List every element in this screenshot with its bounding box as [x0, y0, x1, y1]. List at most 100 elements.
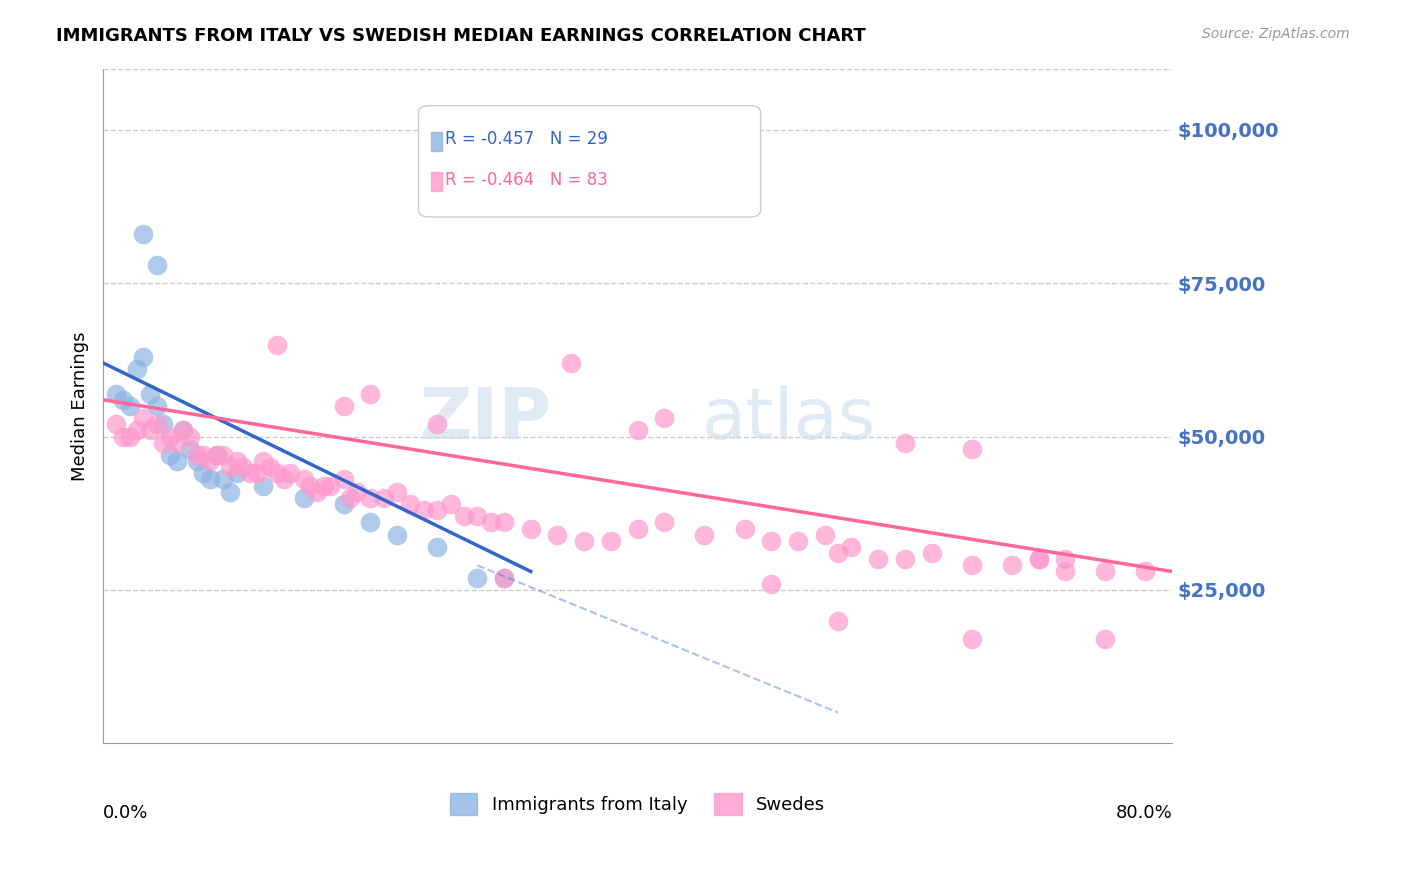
- Text: atlas: atlas: [702, 384, 876, 454]
- Point: [118, 429, 141, 443]
- Point: [166, 454, 188, 468]
- Point: [179, 429, 201, 443]
- Point: [205, 448, 228, 462]
- Point: [112, 429, 135, 443]
- Point: [346, 484, 368, 499]
- Point: [519, 522, 541, 536]
- Point: [465, 509, 488, 524]
- FancyBboxPatch shape: [419, 105, 761, 217]
- Point: [246, 467, 269, 481]
- Point: [359, 491, 381, 505]
- Point: [278, 467, 301, 481]
- Bar: [432, 172, 441, 191]
- Point: [205, 448, 228, 462]
- Point: [132, 411, 155, 425]
- Point: [868, 552, 890, 566]
- Point: [172, 424, 194, 438]
- Point: [198, 454, 221, 468]
- Point: [225, 454, 247, 468]
- Point: [292, 473, 315, 487]
- Point: [266, 337, 288, 351]
- Point: [373, 491, 395, 505]
- Point: [492, 516, 515, 530]
- Point: [761, 576, 783, 591]
- Point: [186, 454, 208, 468]
- Point: [894, 552, 917, 566]
- Point: [112, 392, 135, 407]
- Point: [1135, 565, 1157, 579]
- Point: [827, 614, 849, 628]
- Point: [560, 356, 582, 370]
- Point: [627, 424, 650, 438]
- Point: [159, 448, 181, 462]
- Point: [492, 571, 515, 585]
- Text: 80.0%: 80.0%: [1115, 804, 1173, 822]
- Point: [105, 417, 128, 432]
- Point: [232, 460, 254, 475]
- Point: [960, 632, 983, 646]
- Text: ZIP: ZIP: [420, 384, 553, 454]
- Point: [359, 516, 381, 530]
- Point: [693, 527, 716, 541]
- Point: [492, 571, 515, 585]
- Point: [139, 386, 162, 401]
- Point: [465, 571, 488, 585]
- Point: [118, 399, 141, 413]
- Point: [761, 533, 783, 548]
- Bar: [432, 132, 441, 151]
- Point: [125, 424, 148, 438]
- Point: [479, 516, 502, 530]
- Point: [145, 258, 167, 272]
- Point: [259, 460, 281, 475]
- Point: [152, 417, 174, 432]
- Point: [921, 546, 943, 560]
- Point: [453, 509, 475, 524]
- Point: [734, 522, 756, 536]
- Point: [426, 540, 449, 554]
- Y-axis label: Median Earnings: Median Earnings: [72, 331, 89, 481]
- Text: R = -0.464   N = 83: R = -0.464 N = 83: [446, 171, 607, 189]
- Point: [312, 478, 335, 492]
- Point: [212, 473, 235, 487]
- Point: [179, 442, 201, 456]
- Point: [339, 491, 361, 505]
- Point: [600, 533, 623, 548]
- Point: [1001, 558, 1024, 573]
- Point: [139, 424, 162, 438]
- Point: [546, 527, 568, 541]
- Point: [1028, 552, 1050, 566]
- Text: 0.0%: 0.0%: [103, 804, 149, 822]
- Point: [1028, 552, 1050, 566]
- Point: [132, 350, 155, 364]
- Point: [572, 533, 595, 548]
- Point: [166, 435, 188, 450]
- Point: [627, 522, 650, 536]
- Point: [960, 558, 983, 573]
- Point: [132, 227, 155, 241]
- Point: [193, 467, 215, 481]
- Point: [1094, 565, 1116, 579]
- Point: [219, 460, 242, 475]
- Point: [426, 417, 449, 432]
- Point: [412, 503, 434, 517]
- Point: [219, 484, 242, 499]
- Point: [252, 454, 274, 468]
- Point: [439, 497, 461, 511]
- Point: [239, 467, 262, 481]
- Point: [212, 448, 235, 462]
- Point: [1054, 565, 1077, 579]
- Point: [319, 478, 342, 492]
- Point: [266, 467, 288, 481]
- Text: R = -0.457   N = 29: R = -0.457 N = 29: [446, 130, 607, 148]
- Point: [1094, 632, 1116, 646]
- Point: [198, 473, 221, 487]
- Point: [1054, 552, 1077, 566]
- Point: [960, 442, 983, 456]
- Text: IMMIGRANTS FROM ITALY VS SWEDISH MEDIAN EARNINGS CORRELATION CHART: IMMIGRANTS FROM ITALY VS SWEDISH MEDIAN …: [56, 27, 866, 45]
- Point: [332, 473, 354, 487]
- Point: [152, 435, 174, 450]
- Legend: Immigrants from Italy, Swedes: Immigrants from Italy, Swedes: [443, 786, 832, 822]
- Text: Source: ZipAtlas.com: Source: ZipAtlas.com: [1202, 27, 1350, 41]
- Point: [827, 546, 849, 560]
- Point: [654, 516, 676, 530]
